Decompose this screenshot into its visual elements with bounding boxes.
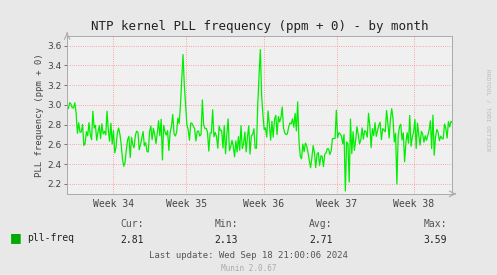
Title: NTP kernel PLL frequency (ppm + 0) - by month: NTP kernel PLL frequency (ppm + 0) - by … <box>91 20 428 33</box>
Text: Min:: Min: <box>214 219 238 229</box>
Text: 2.81: 2.81 <box>120 235 144 245</box>
Text: pll-freq: pll-freq <box>27 233 75 243</box>
Text: Avg:: Avg: <box>309 219 332 229</box>
Text: 2.71: 2.71 <box>309 235 332 245</box>
Text: Last update: Wed Sep 18 21:00:06 2024: Last update: Wed Sep 18 21:00:06 2024 <box>149 252 348 260</box>
Text: 3.59: 3.59 <box>423 235 447 245</box>
Text: Cur:: Cur: <box>120 219 144 229</box>
Text: ■: ■ <box>10 231 22 244</box>
Text: 2.13: 2.13 <box>214 235 238 245</box>
Text: Max:: Max: <box>423 219 447 229</box>
Y-axis label: PLL frequency (ppm + 0): PLL frequency (ppm + 0) <box>35 53 44 177</box>
Text: RRDTOOL / TOBI OETIKER: RRDTOOL / TOBI OETIKER <box>486 69 491 151</box>
Text: Munin 2.0.67: Munin 2.0.67 <box>221 264 276 273</box>
